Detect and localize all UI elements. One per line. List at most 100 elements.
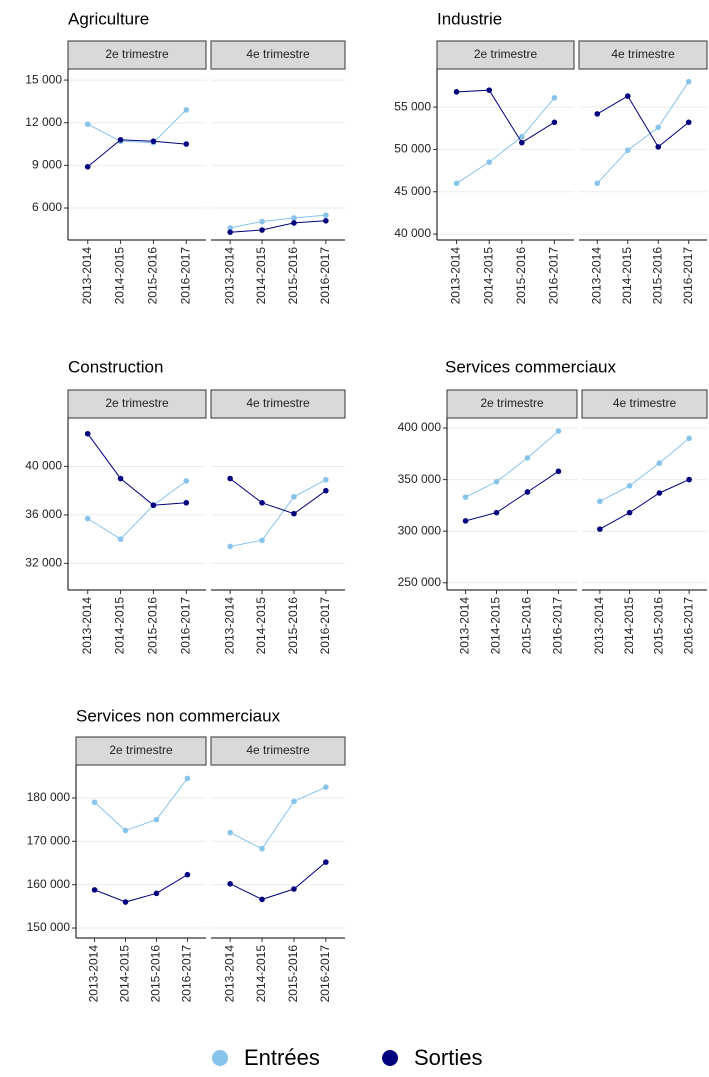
facet-label: 2e trimestre: [105, 396, 169, 410]
chart-title: Construction: [68, 357, 163, 376]
x-tick-label: 2014-2015: [118, 945, 132, 1003]
legend-marker: [382, 1050, 398, 1066]
data-point: [91, 799, 98, 806]
facet-label: 4e trimestre: [611, 47, 675, 61]
data-point: [594, 111, 601, 117]
legend-label: Entrées: [244, 1045, 320, 1070]
data-point: [291, 493, 297, 500]
x-tick-label: 2014-2015: [622, 597, 636, 655]
data-point: [227, 543, 233, 550]
data-point: [259, 499, 265, 506]
facet-strip: [210, 40, 346, 70]
data-point: [493, 509, 500, 516]
data-point: [259, 845, 265, 852]
x-tick-label: 2013-2014: [458, 597, 472, 655]
y-tick-label: 55 000: [394, 99, 431, 113]
series-line: [87, 139, 187, 168]
chart-title: Agriculture: [68, 9, 149, 28]
data-point: [551, 119, 558, 126]
y-tick-label: 40 000: [25, 459, 62, 473]
x-tick-label: 2013-2014: [449, 247, 463, 305]
data-point: [84, 430, 91, 437]
x-tick-label: 2015-2016: [286, 247, 300, 305]
data-point: [685, 78, 692, 85]
series-line: [596, 81, 690, 184]
data-point: [227, 829, 233, 836]
facet-strip: [436, 40, 575, 70]
facet-label: 2e trimestre: [480, 396, 544, 410]
series-line: [87, 480, 187, 540]
facet-strip: [75, 736, 207, 766]
data-point: [519, 133, 525, 140]
x-tick-label: 2014-2015: [254, 597, 268, 655]
facet-label: 4e trimestre: [246, 743, 310, 757]
data-point: [291, 798, 297, 805]
facet-label: 4e trimestre: [613, 396, 677, 410]
data-point: [227, 225, 233, 231]
data-point: [524, 455, 531, 461]
data-point: [594, 180, 601, 187]
data-point: [323, 784, 329, 790]
data-point: [117, 536, 124, 542]
data-point: [184, 871, 191, 878]
data-point: [259, 227, 265, 233]
series-line: [87, 433, 187, 506]
series-line: [229, 478, 327, 515]
data-point: [597, 498, 603, 505]
data-point: [656, 490, 663, 496]
x-tick-label: 2013-2014: [80, 247, 94, 305]
x-tick-label: 2015-2016: [146, 247, 160, 305]
x-tick-label: 2016-2017: [547, 247, 561, 305]
facet-strip: [581, 389, 708, 419]
facet-strip: [578, 40, 708, 70]
data-point: [624, 147, 631, 154]
series-line: [599, 437, 690, 502]
data-point: [291, 510, 297, 517]
data-point: [486, 159, 492, 165]
y-tick-label: 32 000: [25, 556, 62, 570]
data-point: [462, 518, 469, 524]
x-tick-label: 2013-2014: [87, 945, 101, 1003]
data-point: [655, 124, 662, 131]
facet-label: 4e trimestre: [246, 47, 310, 61]
data-point: [323, 487, 329, 494]
data-point: [323, 212, 329, 218]
data-point: [524, 489, 531, 495]
x-tick-label: 2015-2016: [146, 597, 160, 655]
y-tick-label: 250 000: [398, 575, 442, 589]
x-tick-label: 2014-2015: [254, 247, 268, 305]
series-line: [230, 479, 327, 547]
data-point: [84, 163, 91, 170]
x-tick-label: 2016-2017: [318, 247, 332, 305]
x-tick-label: 2014-2015: [620, 247, 634, 305]
x-tick-label: 2013-2014: [222, 945, 236, 1003]
facet-strip: [67, 40, 207, 70]
data-point: [323, 476, 329, 483]
series-line: [229, 786, 327, 850]
facet-strip: [210, 736, 346, 766]
x-tick-label: 2013-2014: [222, 247, 236, 305]
x-tick-label: 2016-2017: [681, 247, 695, 305]
data-point: [84, 121, 91, 127]
data-point: [655, 144, 662, 150]
y-tick-label: 170 000: [27, 833, 71, 847]
x-tick-label: 2014-2015: [113, 247, 127, 305]
y-tick-label: 12 000: [25, 115, 62, 129]
legend-marker: [212, 1050, 228, 1066]
data-point: [323, 218, 329, 224]
facet-label: 2e trimestre: [109, 743, 173, 757]
x-tick-label: 2014-2015: [481, 247, 495, 305]
facet-strip: [446, 389, 578, 419]
data-point: [291, 886, 297, 892]
x-tick-label: 2015-2016: [286, 597, 300, 655]
x-tick-label: 2015-2016: [652, 597, 666, 655]
data-point: [117, 136, 124, 143]
series-line: [229, 861, 327, 900]
data-point: [150, 502, 157, 509]
chart-title: Industrie: [437, 9, 502, 28]
data-point: [493, 478, 500, 485]
x-tick-label: 2016-2017: [318, 597, 332, 655]
data-point: [685, 119, 692, 126]
x-tick-label: 2013-2014: [222, 597, 236, 655]
